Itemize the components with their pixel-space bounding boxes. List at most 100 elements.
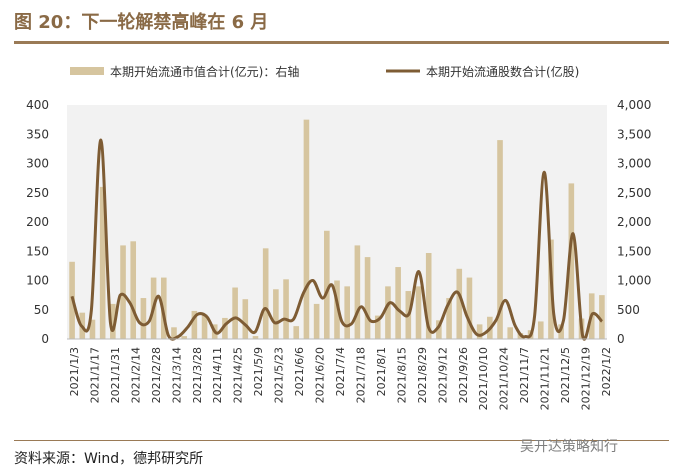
- title-divider: [14, 41, 669, 44]
- x-tick-label: 2021/4/11: [211, 347, 224, 403]
- bar: [89, 319, 96, 339]
- x-tick-label: 2022/1/2: [600, 347, 613, 396]
- bar: [130, 241, 137, 339]
- left-tick-label: 400: [26, 98, 49, 112]
- right-tick-label: 3,000: [617, 157, 651, 171]
- bar: [222, 317, 228, 339]
- right-axis-ticks: 0 500 1,000 1,500 2,000 2,500 3,000 3,500 4,000: [617, 98, 651, 346]
- left-tick-label: 250: [26, 186, 49, 200]
- right-tick-label: 3,500: [617, 127, 651, 141]
- line-series: [70, 138, 604, 341]
- right-tick-label: 2,000: [617, 215, 651, 229]
- bar: [99, 186, 106, 339]
- bar: [599, 295, 605, 340]
- right-tick-label: 0: [617, 332, 625, 346]
- bar: [120, 245, 126, 339]
- bar: [232, 287, 238, 339]
- x-tick-label: 2021/7/4: [334, 347, 347, 396]
- left-tick-label: 50: [34, 303, 49, 317]
- x-tick-label: 2021/8/15: [395, 347, 408, 403]
- right-tick-label: 1,500: [617, 244, 651, 258]
- bar: [324, 230, 330, 339]
- bar: [110, 303, 116, 339]
- x-tick-label: 2021/3/28: [191, 347, 204, 403]
- left-tick-label: 300: [26, 157, 49, 171]
- bar: [354, 245, 361, 339]
- x-tick-label: 2021/7/18: [355, 347, 368, 403]
- x-tick-label: 2021/5/9: [252, 347, 265, 396]
- right-tick-label: 500: [617, 303, 640, 317]
- source-note: 资料来源：Wind，德邦研究所: [14, 451, 204, 467]
- bar: [313, 303, 320, 339]
- bar: [385, 286, 391, 339]
- bar: [425, 253, 432, 339]
- left-tick-label: 100: [26, 274, 49, 288]
- bar: [293, 326, 300, 339]
- left-tick-label: 0: [41, 332, 49, 346]
- bar: [466, 277, 473, 339]
- bar: [252, 336, 259, 339]
- legend-bar-swatch: [70, 67, 104, 75]
- x-tick-label: 2021/12/19: [580, 347, 593, 410]
- right-tick-label: 1,000: [617, 274, 651, 288]
- left-tick-label: 350: [26, 127, 49, 141]
- x-tick-label: 2021/2/14: [129, 347, 142, 403]
- x-tick-label: 2021/6/20: [314, 347, 327, 403]
- x-tick-label: 2021/1/17: [89, 347, 102, 403]
- bar: [303, 119, 310, 340]
- x-tick-label: 2021/1/31: [109, 347, 122, 403]
- x-tick-label: 2021/2/28: [150, 347, 163, 403]
- bar: [436, 320, 442, 339]
- bar: [191, 310, 198, 339]
- bar: [537, 321, 544, 339]
- x-tick-label: 2021/12/5: [559, 347, 572, 403]
- bar: [395, 267, 401, 339]
- footer-divider: [14, 440, 669, 441]
- bar: [568, 183, 575, 339]
- x-tick-label: 2021/10/10: [477, 347, 490, 410]
- bar: [497, 140, 503, 339]
- legend-line-label: 本期开始流通股数合计(亿股): [426, 64, 579, 79]
- bar: [415, 286, 422, 339]
- x-axis-ticks: 2021/1/3 2021/1/17 2021/1/31 2021/2/14 2021/…: [68, 347, 613, 410]
- bar: [456, 268, 463, 339]
- left-axis-ticks: 0 50 100 150 200 250 300 350 400: [26, 98, 49, 346]
- x-tick-label: 2021/6/6: [293, 347, 306, 396]
- x-tick-label: 2021/11/21: [539, 347, 552, 410]
- left-tick-label: 150: [26, 244, 49, 258]
- x-tick-label: 2021/5/23: [273, 347, 286, 403]
- bar: [476, 324, 483, 340]
- bar: [344, 286, 350, 339]
- x-tick-label: 2021/4/25: [232, 347, 245, 403]
- bar: [273, 289, 279, 339]
- x-tick-label: 2021/10/24: [498, 347, 511, 410]
- x-tick-label: 2021/3/14: [170, 347, 183, 403]
- x-tick-label: 2021/11/7: [518, 347, 531, 403]
- bar: [558, 324, 564, 340]
- bar: [507, 327, 514, 339]
- x-tick-label: 2021/8/29: [416, 347, 429, 403]
- bar: [283, 279, 289, 339]
- bar: [334, 280, 340, 339]
- bar: [364, 257, 371, 339]
- figure-title: 图 20：下一轮解禁高峰在 6 月: [14, 12, 269, 33]
- bar: [446, 298, 452, 339]
- watermark-text: 吴开达策略知行: [520, 439, 618, 455]
- x-tick-label: 2021/8/1: [375, 347, 388, 396]
- bar: [140, 298, 147, 339]
- legend-bar-label: 本期开始流通市值合计(亿元)：右轴: [110, 64, 299, 79]
- bar: [171, 327, 177, 339]
- bar: [262, 248, 269, 339]
- right-tick-label: 2,500: [617, 186, 651, 200]
- x-tick-label: 2021/9/12: [436, 347, 449, 403]
- x-tick-label: 2021/1/3: [68, 347, 81, 396]
- legend: 本期开始流通市值合计(亿元)：右轴 本期开始流通股数合计(亿股): [70, 64, 579, 79]
- right-tick-label: 4,000: [617, 98, 651, 112]
- bar: [374, 315, 381, 339]
- bar: [181, 336, 187, 339]
- left-tick-label: 200: [26, 215, 49, 229]
- x-tick-label: 2021/9/26: [457, 347, 470, 403]
- bar: [201, 314, 208, 339]
- bar: [242, 299, 249, 339]
